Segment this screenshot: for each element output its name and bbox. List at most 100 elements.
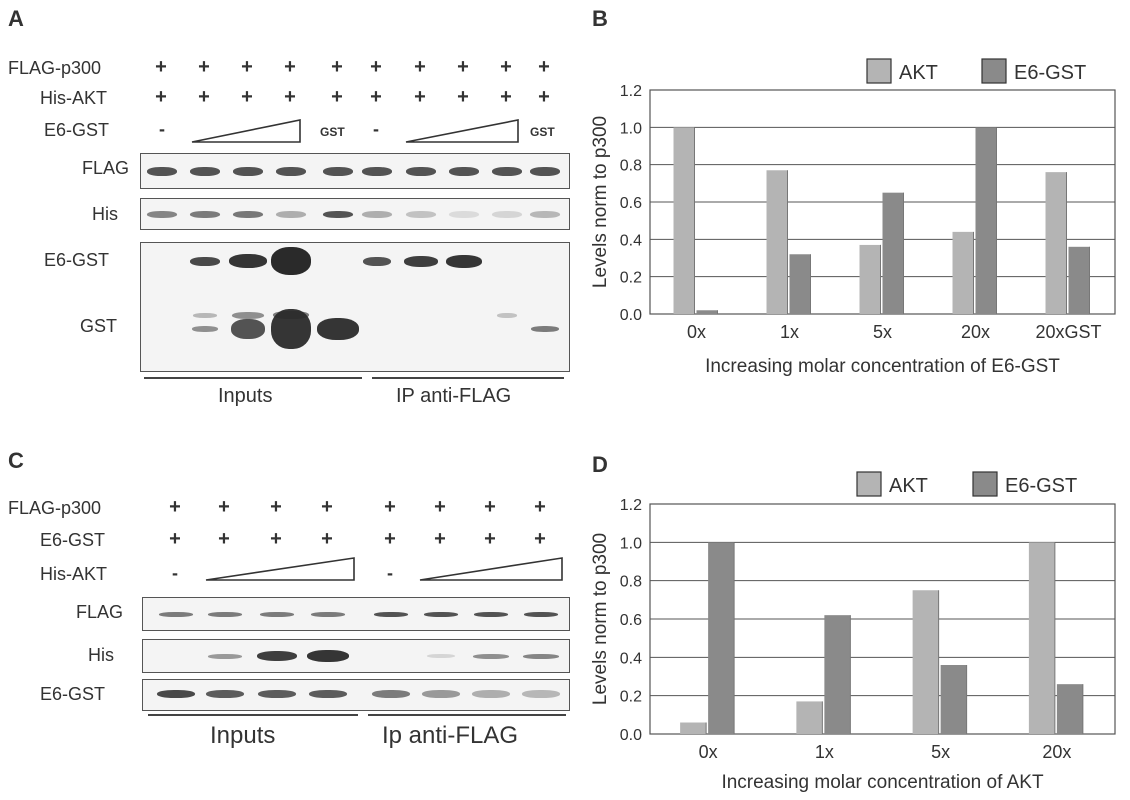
blot-band <box>159 611 193 617</box>
blot-band <box>497 312 517 318</box>
blot-band <box>307 650 349 662</box>
plus-sign: + <box>500 86 512 108</box>
blot-band <box>258 690 296 698</box>
blot-band <box>190 166 220 176</box>
blot-band <box>474 611 508 617</box>
row-label-e6-gst: E6-GST <box>44 120 110 140</box>
group-label-inputs: Inputs <box>218 385 273 407</box>
blot-band <box>206 690 244 698</box>
blot-band <box>311 611 345 617</box>
plus-sign: + <box>370 86 382 108</box>
row-label-flag-p300: FLAG-p300 <box>8 498 102 518</box>
group-label-inputs: Inputs <box>210 722 276 749</box>
x-axis-label: Increasing molar concentration of AKT <box>721 772 1044 793</box>
bar-e6-gst <box>882 192 904 314</box>
x-axis-label: Increasing molar concentration of E6-GST <box>705 356 1060 377</box>
plus-sign: + <box>169 496 181 518</box>
panel-letter-a: A <box>8 6 24 31</box>
blot-band <box>147 166 177 176</box>
plus-sign: + <box>534 496 546 518</box>
plus-sign: + <box>457 86 469 108</box>
legend-swatch-e6-gst <box>981 58 1007 84</box>
blot-band <box>273 311 309 319</box>
blot-band <box>317 318 359 340</box>
y-tick-label: 1.2 <box>620 83 642 100</box>
y-tick-label: 0.6 <box>620 195 642 212</box>
blot-band <box>193 312 217 318</box>
y-tick-label: 0.2 <box>620 689 642 706</box>
blot-band <box>190 256 220 266</box>
inputs-underline <box>144 377 362 379</box>
plus-sign: + <box>321 528 333 550</box>
y-tick-label: 1.0 <box>620 120 642 137</box>
blot-band <box>523 653 559 659</box>
blot-band <box>260 611 294 617</box>
plus-sign: + <box>155 56 167 78</box>
plus-sign: + <box>434 496 446 518</box>
x-tick-label: 5x <box>873 322 892 342</box>
blot-flag-a <box>140 153 570 189</box>
legend-swatch-akt <box>856 471 882 497</box>
row-label-e6-gst: E6-GST <box>40 530 106 550</box>
blot-band <box>276 210 306 218</box>
blot-band <box>472 690 510 698</box>
ip-underline <box>368 714 566 716</box>
legend-label-e6-gst: E6-GST <box>1014 62 1086 84</box>
y-tick-label: 1.0 <box>620 535 642 552</box>
panel-letter-d: D <box>592 452 608 477</box>
blot-band <box>157 690 195 698</box>
plus-sign: + <box>321 496 333 518</box>
plus-sign: + <box>484 528 496 550</box>
blot-label-flag: FLAG <box>82 158 130 178</box>
bar-e6-gst <box>940 665 967 734</box>
blot-band <box>492 166 522 176</box>
bar-chart-b: 0.0 0.2 0.4 0.6 0.8 1.0 1.2 0x 1x 5x 20x 20xGST Incr… <box>590 58 1116 377</box>
x-tick-label: 1x <box>815 742 834 762</box>
blot-band <box>229 254 267 268</box>
plus-sign: + <box>500 56 512 78</box>
y-tick-label: 0.4 <box>620 650 642 667</box>
bar-akt <box>912 590 939 734</box>
blot-his-c <box>142 639 570 673</box>
x-tick-label: 20x <box>1042 742 1071 762</box>
legend-label-e6-gst: E6-GST <box>1005 475 1077 497</box>
y-tick-label: 0.0 <box>620 307 642 324</box>
plus-sign: + <box>414 86 426 108</box>
blot-band <box>524 611 558 617</box>
plus-sign: + <box>284 56 296 78</box>
blot-band <box>424 611 458 617</box>
gst-lane-label: GST <box>530 125 555 139</box>
bar-e6-gst <box>708 542 735 734</box>
y-tick-label: 0.6 <box>620 612 642 629</box>
blot-band <box>323 210 353 218</box>
blot-band <box>323 166 353 176</box>
plus-sign: + <box>241 56 253 78</box>
blot-label-flag: FLAG <box>76 602 124 622</box>
bar-akt <box>673 127 695 314</box>
blot-band <box>233 210 263 218</box>
blot-label-his: His <box>88 645 114 665</box>
legend-label-akt: AKT <box>889 475 928 497</box>
bar-akt <box>766 170 788 314</box>
plus-sign: + <box>538 86 550 108</box>
plus-sign: + <box>218 528 230 550</box>
panel-letter-b: B <box>592 6 608 31</box>
blot-band <box>473 653 509 659</box>
blot-band <box>276 166 306 176</box>
y-axis-label: Levels norm to p300 <box>590 116 611 288</box>
bar-akt <box>1045 172 1067 314</box>
blot-band <box>530 210 560 218</box>
blot-band <box>449 210 479 218</box>
legend-swatch-e6-gst <box>972 471 998 497</box>
plus-sign: + <box>155 86 167 108</box>
plus-sign: + <box>331 86 343 108</box>
plus-sign: + <box>241 86 253 108</box>
bar-e6-gst <box>696 310 718 314</box>
blot-band <box>374 611 408 617</box>
plus-sign: + <box>331 56 343 78</box>
y-tick-label: 0.0 <box>620 727 642 744</box>
blot-band <box>232 311 264 319</box>
bar-akt <box>952 231 974 314</box>
plus-sign: + <box>198 86 210 108</box>
plus-sign: + <box>457 56 469 78</box>
